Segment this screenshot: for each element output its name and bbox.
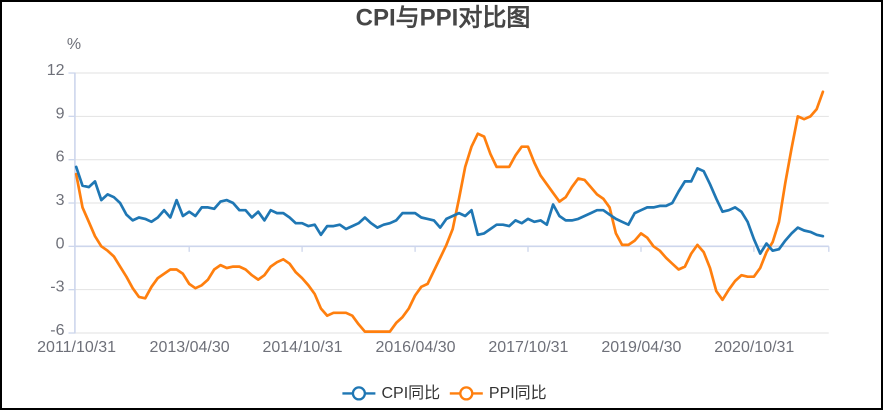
svg-text:12: 12 [47,62,65,79]
svg-text:PPI同比: PPI同比 [489,384,547,402]
svg-text:-3: -3 [50,279,64,296]
svg-text:0: 0 [56,235,65,252]
svg-text:2014/10/31: 2014/10/31 [262,339,342,356]
svg-text:2011/10/31: 2011/10/31 [37,339,116,356]
svg-text:2020/10/31: 2020/10/31 [714,339,794,356]
svg-text:CPI与PPI对比图: CPI与PPI对比图 [356,5,531,32]
svg-text:2013/04/30: 2013/04/30 [150,339,230,356]
svg-text:6: 6 [56,149,65,166]
svg-text:2017/10/31: 2017/10/31 [488,339,568,356]
svg-text:%: % [67,36,81,53]
svg-text:CPI同比: CPI同比 [382,384,441,402]
svg-text:3: 3 [56,192,65,209]
svg-text:9: 9 [56,105,65,122]
svg-text:2016/04/30: 2016/04/30 [375,339,455,356]
svg-text:-6: -6 [50,322,64,339]
svg-text:2019/04/30: 2019/04/30 [601,339,681,356]
